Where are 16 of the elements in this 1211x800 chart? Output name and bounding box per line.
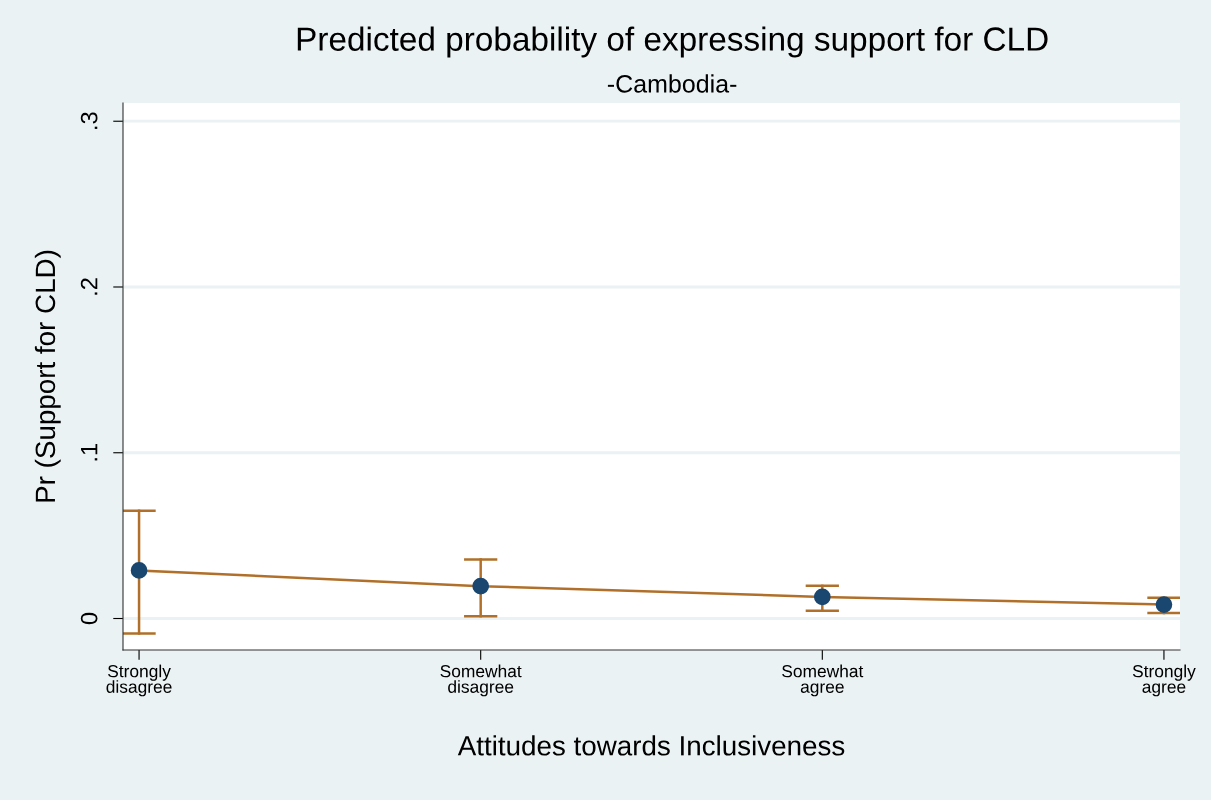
x-tick-label: Somewhat agree (782, 664, 864, 697)
point (1155, 596, 1173, 613)
x-tick-label: Strongly disagree (106, 664, 172, 697)
y-tick-label: 0 (80, 612, 98, 625)
chart-title: Predicted probability of expressing support for CLD (297, 26, 1048, 58)
y-tick-label: .1 (81, 444, 98, 461)
x-tick-label: Strongly agree (1132, 664, 1196, 697)
x-tick-label: Somewhat disagree (440, 664, 522, 697)
chart-subtitle: -Cambodia- (607, 74, 737, 93)
y-axis-title: Pr (Support for CLD) (34, 250, 61, 502)
x-axis-title: Attitudes towards Inclusiveness (457, 735, 845, 756)
point (130, 562, 148, 579)
point (813, 588, 831, 606)
y-tick-label: .3 (80, 112, 98, 129)
point (472, 577, 490, 595)
y-tick-label: .2 (80, 278, 98, 295)
